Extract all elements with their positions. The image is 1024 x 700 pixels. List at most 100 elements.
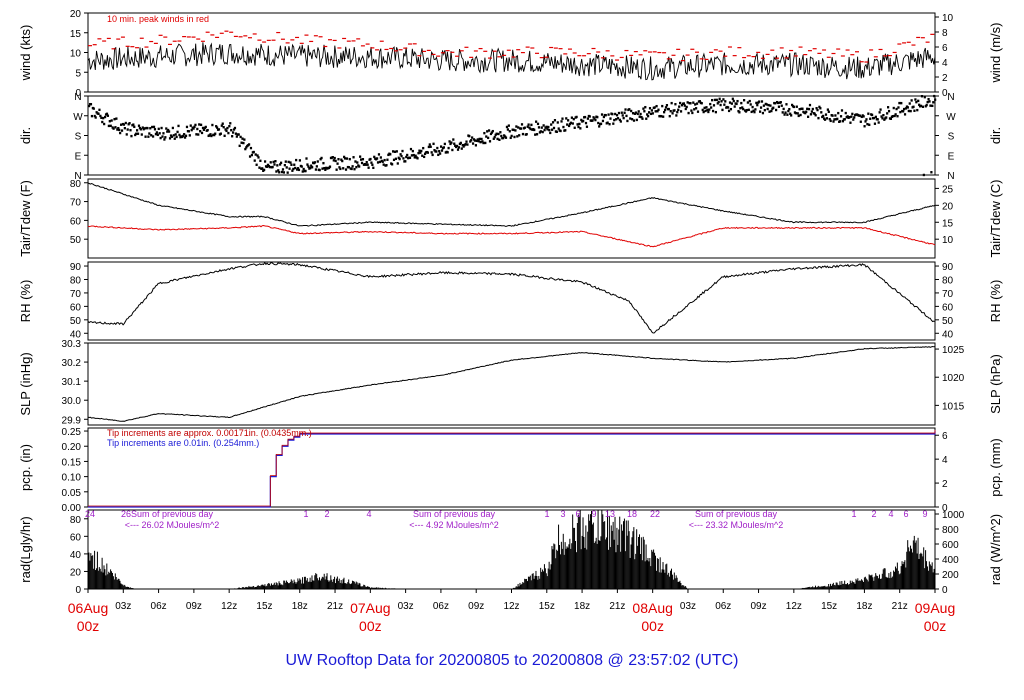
dir-point: [874, 115, 877, 119]
dir-point: [701, 108, 704, 112]
y-tick-label: N: [74, 171, 81, 182]
dir-point: [391, 163, 394, 166]
dir-point: [733, 105, 736, 108]
dir-point: [569, 121, 573, 125]
day-sum-line1: Sum of previous day: [131, 509, 214, 519]
dir-point: [336, 162, 339, 165]
dir-point: [919, 104, 923, 108]
dir-point: [892, 106, 895, 110]
dir-point: [934, 98, 937, 101]
dir-point: [322, 161, 325, 165]
dir-point: [612, 122, 615, 125]
dir-point: [138, 126, 142, 130]
dir-point: [932, 101, 935, 104]
dir-point: [533, 128, 536, 132]
dir-point: [761, 111, 765, 115]
dir-point: [355, 165, 358, 169]
x-tick-label: 18z: [574, 601, 590, 612]
dir-point: [103, 115, 107, 119]
dir-point: [643, 110, 646, 113]
dir-point: [933, 94, 936, 98]
dir-point: [115, 117, 118, 120]
dir-point: [493, 135, 496, 139]
dir-point: [557, 127, 560, 130]
dir-point: [808, 103, 812, 107]
dir-point: [375, 157, 379, 160]
dir-point: [869, 117, 872, 120]
dir-point: [332, 159, 335, 162]
hour-mark: 3: [560, 509, 565, 519]
dir-point: [257, 156, 260, 159]
dir-point: [173, 137, 176, 140]
y-tick-label-right: 1000: [942, 510, 965, 521]
dir-point: [801, 107, 804, 110]
y-tick-label-right: 50: [942, 316, 954, 327]
dir-point: [273, 163, 276, 166]
dir-point: [853, 116, 856, 119]
x-tick-label: 09z: [468, 601, 484, 612]
dir-point: [667, 107, 670, 111]
dir-point: [897, 106, 900, 109]
dir-point: [237, 133, 240, 136]
dir-point: [721, 108, 724, 112]
y-tick-label-right: 600: [942, 540, 959, 551]
dir-point: [578, 122, 581, 126]
x-tick-label: 15z: [821, 601, 837, 612]
dir-point: [165, 127, 168, 130]
dir-point: [486, 130, 489, 133]
dir-point: [868, 123, 871, 127]
dir-point: [234, 132, 238, 135]
dir-point: [496, 137, 499, 141]
dir-point: [792, 105, 796, 109]
dir-point: [92, 107, 95, 110]
dir-point: [907, 109, 910, 113]
dir-point: [294, 166, 297, 170]
dir-point: [927, 97, 930, 101]
dir-point: [787, 109, 790, 113]
dir-point: [245, 146, 248, 149]
y-tick-label: 30.3: [62, 339, 82, 350]
dir-point: [879, 108, 882, 111]
dir-point: [848, 115, 851, 119]
hour-mark: 2: [871, 509, 876, 519]
dir-point: [702, 110, 705, 114]
dir-point: [772, 106, 775, 109]
dir-point: [517, 126, 520, 129]
dir-point: [389, 153, 392, 156]
dir-point: [360, 161, 364, 165]
dir-point: [779, 101, 782, 104]
dir-point: [553, 119, 557, 122]
dir-point: [613, 118, 616, 122]
dir-point: [231, 131, 235, 134]
dir-point: [428, 143, 431, 146]
dir-point: [687, 111, 690, 115]
dir-point: [844, 111, 847, 115]
dir-point: [485, 135, 488, 138]
x-tick-label: 21z: [327, 601, 343, 612]
y-axis-label-right: SLP (hPa): [988, 354, 1003, 414]
dir-point: [593, 117, 596, 120]
dir-point: [470, 139, 473, 142]
dir-point: [182, 134, 185, 138]
dir-point: [213, 133, 216, 137]
dir-point: [512, 128, 515, 132]
dir-point: [715, 98, 718, 102]
dir-point: [635, 118, 638, 122]
dir-point: [834, 114, 837, 117]
y-tick-label-right: 40: [942, 329, 954, 340]
dir-point: [840, 109, 844, 112]
y-axis-label: SLP (inHg): [18, 352, 33, 415]
dir-point: [120, 129, 124, 132]
dir-point: [298, 159, 302, 162]
dir-point: [148, 132, 151, 135]
dir-point: [122, 123, 126, 126]
dir-point: [324, 168, 327, 172]
x-tick-label: 15z: [539, 601, 555, 612]
y-tick-label-right: 1020: [942, 373, 965, 384]
dir-point: [656, 110, 659, 113]
dir-point: [311, 166, 314, 169]
y-tick-label-right: 0: [942, 88, 948, 99]
x-tick-label: 06z: [151, 601, 167, 612]
dir-point: [359, 158, 363, 161]
dir-point: [537, 126, 541, 129]
